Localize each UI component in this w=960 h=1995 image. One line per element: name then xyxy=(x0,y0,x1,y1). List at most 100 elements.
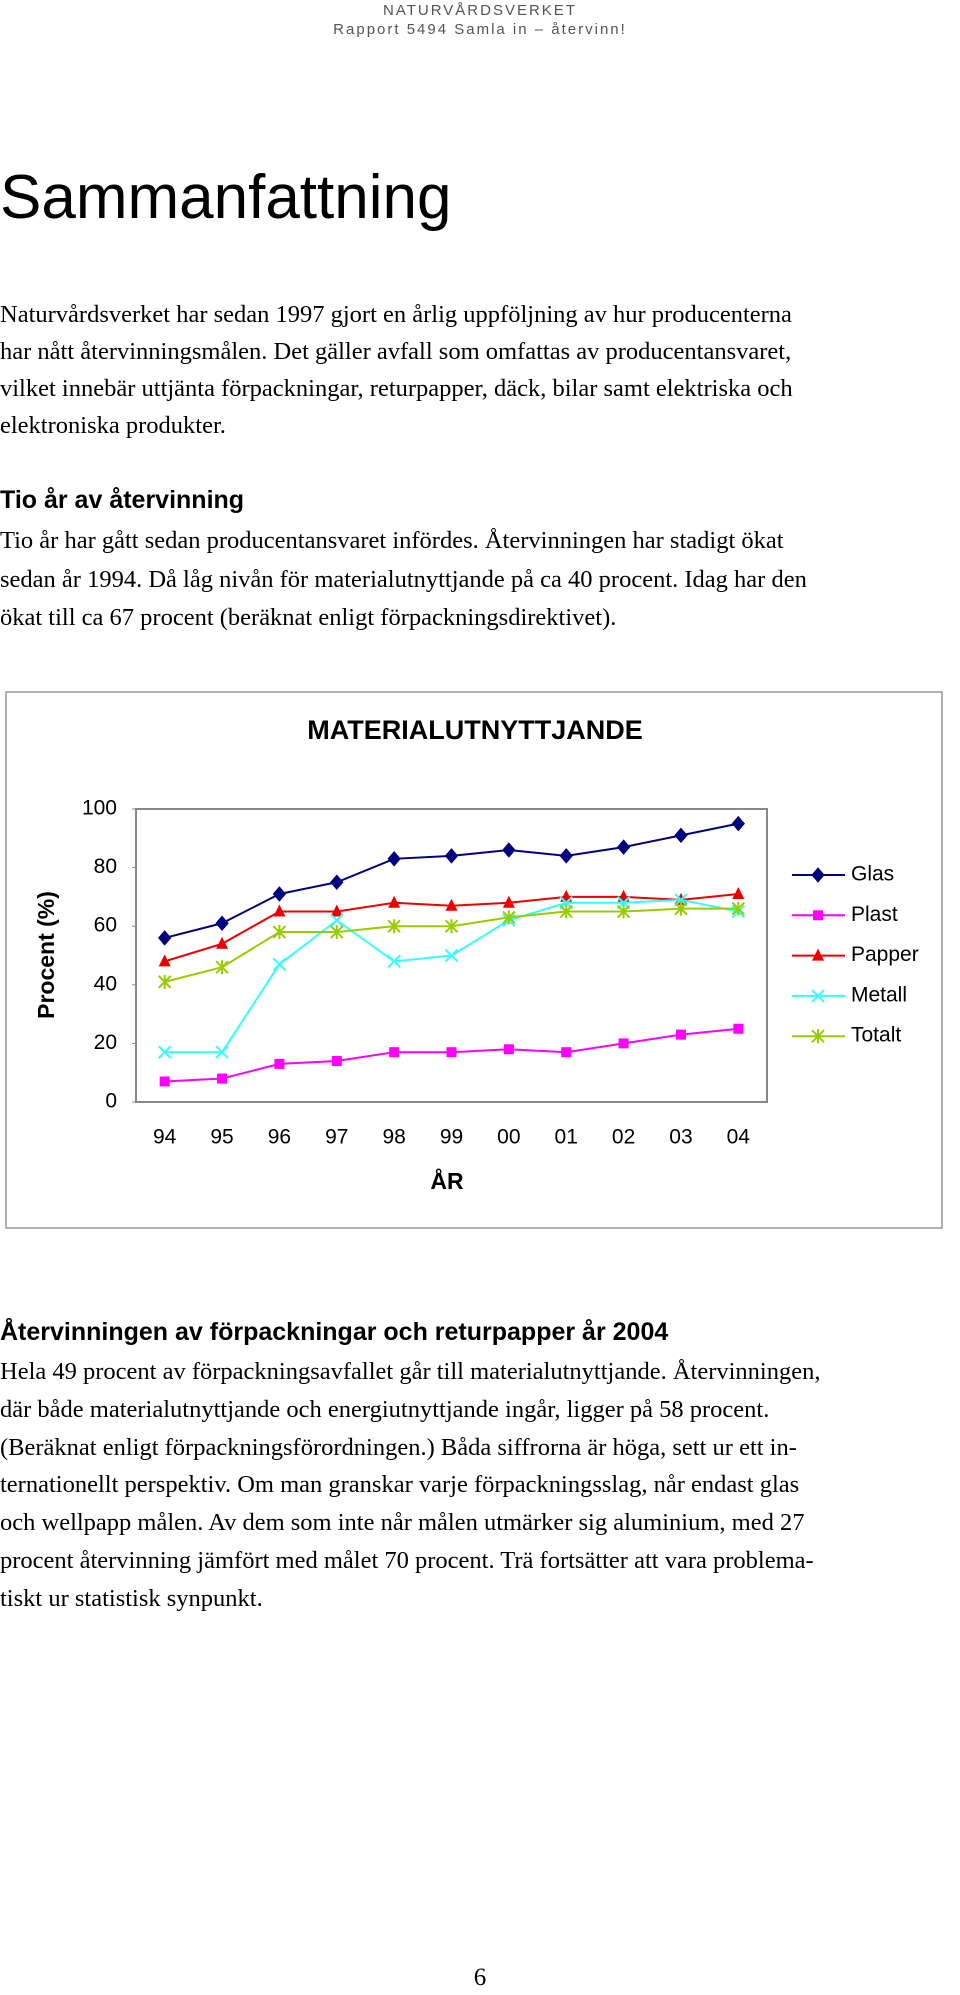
data-point xyxy=(216,936,229,949)
data-point xyxy=(444,919,459,934)
legend-label: Totalt xyxy=(851,1024,901,1047)
data-point xyxy=(157,1045,172,1059)
chart-title: MATERIALUTNYTTJANDE xyxy=(307,715,642,745)
data-point xyxy=(330,913,344,928)
data-point xyxy=(445,898,458,911)
x-tick-label: 01 xyxy=(555,1126,578,1149)
data-point xyxy=(561,1047,572,1058)
data-point xyxy=(446,1047,457,1058)
data-point xyxy=(159,1076,170,1087)
text-line: Hela 49 procent av förpackningsavfallet … xyxy=(0,1358,821,1385)
legend-label: Papper xyxy=(851,943,919,966)
data-point xyxy=(330,925,344,940)
data-point xyxy=(331,1055,342,1066)
y-tick-label: 80 xyxy=(94,855,117,878)
data-point xyxy=(158,930,172,946)
data-point xyxy=(330,904,343,917)
text-line: tiskt ur statistisk synpunkt. xyxy=(0,1584,263,1612)
header-report: Rapport 5494 Samla in – återvinn! xyxy=(333,21,627,38)
data-point xyxy=(274,1058,285,1069)
section-heading: Tio år av återvinning xyxy=(0,486,245,514)
data-point xyxy=(215,915,229,932)
text-line: Tio år har gått sedan producentansvaret … xyxy=(0,527,784,554)
data-point xyxy=(674,827,688,844)
data-point xyxy=(733,1023,744,1034)
section-heading: Återvinningen av förpackningar och retur… xyxy=(0,1318,669,1346)
data-point xyxy=(731,901,746,916)
data-point xyxy=(674,901,688,916)
x-tick-label: 97 xyxy=(325,1126,348,1149)
page-title: Sammanfattning xyxy=(0,163,452,232)
legend-marker xyxy=(811,867,825,883)
y-tick-label: 20 xyxy=(94,1031,117,1054)
data-point xyxy=(616,904,631,919)
data-point xyxy=(387,954,401,969)
legend-label: Glas xyxy=(851,863,894,886)
data-point xyxy=(502,842,516,858)
data-point xyxy=(387,919,401,934)
x-tick-label: 99 xyxy=(440,1126,463,1149)
page-number: 6 xyxy=(473,1964,487,1991)
data-point xyxy=(503,1044,514,1055)
legend-marker xyxy=(812,948,824,961)
y-tick-label: 60 xyxy=(94,914,117,937)
chart-frame xyxy=(5,691,943,1229)
data-point xyxy=(616,839,631,855)
data-point xyxy=(273,904,286,917)
plot-area xyxy=(135,808,768,1103)
data-point xyxy=(444,948,459,963)
text-line: sedan år 1994. Då låg nivån för material… xyxy=(0,565,807,593)
text-line: ökat till ca 67 procent (beräknat enligt… xyxy=(0,604,617,631)
x-tick-label: 03 xyxy=(669,1126,692,1149)
data-point xyxy=(215,960,229,975)
data-point xyxy=(444,848,459,864)
text-line: procent återvinning jämfört med målet 70… xyxy=(0,1547,814,1574)
text-line: (Beräknat enligt förpackningsförordninge… xyxy=(0,1433,797,1461)
data-point xyxy=(559,848,573,864)
text-line: där både materialutnyttjande och energiu… xyxy=(0,1395,770,1423)
header-org: NATURVÅRDSVERKET xyxy=(383,2,577,19)
data-point xyxy=(272,886,287,902)
data-point xyxy=(157,974,172,989)
x-axis-label: ÅR xyxy=(430,1167,464,1194)
data-point xyxy=(158,954,171,967)
y-tick-label: 100 xyxy=(82,797,117,820)
data-point xyxy=(389,1047,400,1058)
text-line: ternationellt perspektiv. Om man granska… xyxy=(0,1471,800,1499)
data-point xyxy=(618,1038,629,1049)
data-point xyxy=(502,895,515,908)
x-tick-label: 96 xyxy=(268,1126,291,1149)
legend-label: Metall xyxy=(851,983,907,1006)
y-axis-label: Procent (%) xyxy=(33,891,59,1019)
text-line: har nått återvinningsmålen. Det gäller a… xyxy=(0,338,792,365)
text-line: och wellpapp målen. Av dem som inte når … xyxy=(0,1509,805,1537)
x-tick-label: 00 xyxy=(497,1126,520,1149)
data-point xyxy=(388,895,401,908)
x-tick-label: 02 xyxy=(612,1126,635,1149)
text-line: elektroniska produkter. xyxy=(0,412,226,439)
y-tick-label: 0 xyxy=(105,1090,117,1113)
data-point xyxy=(559,904,573,919)
x-tick-label: 98 xyxy=(382,1126,405,1149)
data-point xyxy=(215,1045,229,1059)
text-line: vilket innebär uttjänta förpackningar, r… xyxy=(0,375,793,402)
data-point xyxy=(217,1073,228,1084)
text-line: Naturvårdsverket har sedan 1997 gjort en… xyxy=(0,301,792,328)
data-point xyxy=(732,886,745,899)
x-tick-label: 95 xyxy=(210,1126,233,1149)
data-point xyxy=(272,957,287,971)
data-point xyxy=(675,1029,686,1040)
data-point xyxy=(502,910,516,925)
data-point xyxy=(330,874,344,891)
legend-marker xyxy=(811,989,825,1003)
legend-label: Plast xyxy=(851,903,898,926)
legend-marker xyxy=(811,1029,825,1044)
x-tick-label: 94 xyxy=(153,1126,177,1149)
data-point xyxy=(387,851,401,867)
y-tick-label: 40 xyxy=(94,972,117,995)
data-point xyxy=(272,925,287,940)
x-tick-label: 04 xyxy=(727,1126,751,1149)
data-point xyxy=(731,815,745,832)
